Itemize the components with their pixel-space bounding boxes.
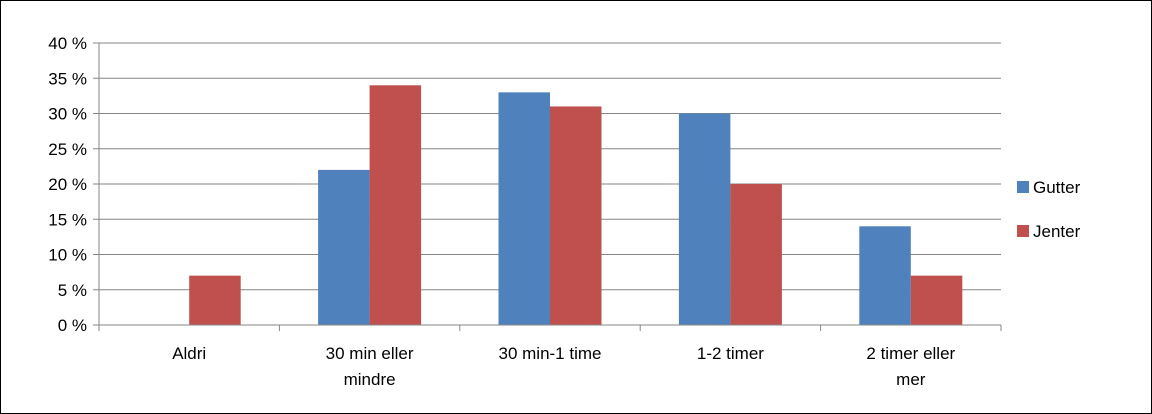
legend-label-jenter: Jenter (1033, 222, 1081, 241)
bar-gutter (859, 226, 911, 325)
bar-gutter (678, 113, 731, 325)
bar-gutter (318, 169, 370, 325)
legend-swatch-jenter (1017, 225, 1029, 237)
x-axis-category-labels: Aldri 30 min eller mindre 30 min-1 time 1-2 … (172, 344, 955, 389)
legend-label-gutter: Gutter (1033, 178, 1081, 197)
category-label: 1-2 timer (697, 344, 764, 363)
bar-jenter (730, 184, 782, 325)
bar-jenter (369, 85, 422, 325)
y-tick-label: 40 % (48, 34, 87, 53)
category-label: 30 min-1 time (499, 344, 602, 363)
axes (93, 42, 1002, 331)
bar-gutter (498, 92, 550, 325)
y-axis-tick-labels: 0 % 5 % 10 % 15 % 20 % 25 % 30 % 35 % 40 % (48, 34, 87, 335)
bar-jenter (550, 106, 602, 325)
y-tick-label: 35 % (48, 69, 87, 88)
y-tick-label: 0 % (58, 316, 87, 335)
y-tick-label: 30 % (48, 105, 87, 124)
bars (189, 85, 963, 325)
category-label: 2 timer eller mer (866, 344, 955, 389)
y-tick-label: 5 % (58, 281, 87, 300)
bar-jenter (910, 275, 963, 325)
bar-jenter (189, 275, 241, 325)
category-label: 30 min eller mindre (326, 344, 414, 389)
category-label: Aldri (172, 344, 206, 363)
y-tick-label: 20 % (48, 175, 87, 194)
legend: Gutter Jenter (1017, 178, 1081, 241)
y-tick-label: 15 % (48, 210, 87, 229)
y-tick-label: 10 % (48, 246, 87, 265)
y-tick-label: 25 % (48, 140, 87, 159)
legend-swatch-gutter (1017, 181, 1029, 193)
